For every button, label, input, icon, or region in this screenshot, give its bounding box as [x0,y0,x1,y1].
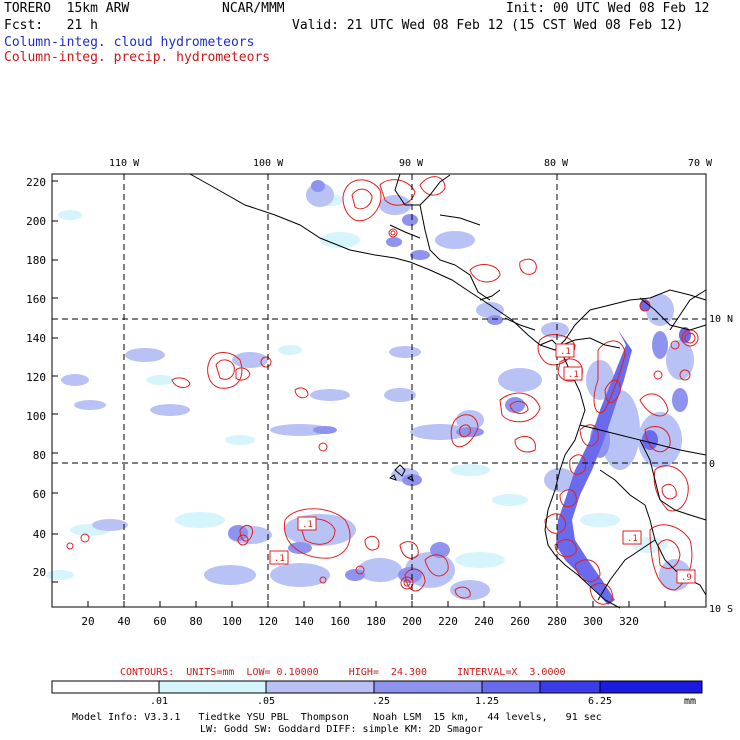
colorbar-swatch [51,680,160,694]
colorbar-swatch [265,680,375,694]
forecast-hour: Fcst: 21 h [4,18,98,33]
y-tick-labels: 20 40 60 80 100 120 140 160 180 200 220 [26,176,46,579]
valid-time: Valid: 21 UTC Wed 08 Feb 12 (15 CST Wed … [292,18,684,33]
x-tick: 20 [81,615,94,628]
x-tick: 100 [222,615,242,628]
field-precip-label: Column-integ. precip. hydrometeors [4,50,271,65]
contours-info: CONTOURS: UNITS=mm LOW= 0.10000 HIGH= 24… [120,667,566,678]
y-axis [52,180,58,583]
graticule [52,174,706,607]
model-info: Model Info: V3.3.1 Tiedtke YSU PBL Thomp… [72,712,602,723]
lon-label: 70 W [688,158,713,169]
contour-label-boxes: .1 .1 .1 .1 .1 .9 [269,343,696,584]
x-tick: 120 [258,615,278,628]
y-tick: 220 [26,176,46,189]
colorbar-swatch [158,680,267,694]
model-title: TORERO 15km ARW [4,1,130,16]
colorbar-unit: mm [684,696,696,707]
x-tick: 60 [153,615,166,628]
x-axis [87,601,666,607]
y-tick: 200 [26,215,46,228]
y-tick: 40 [33,528,46,541]
x-tick: 300 [583,615,603,628]
x-tick: 80 [189,615,202,628]
x-tick: 200 [402,615,422,628]
physics-info: LW: Godd SW: Goddard DIFF: simple KM: 2D… [200,724,483,735]
contour-label: .9 [681,573,692,583]
init-time: Init: 00 UTC Wed 08 Feb 12 [506,1,710,16]
colorbar-tick: .25 [372,696,390,707]
lat-label: 0 [709,459,715,470]
x-tick: 320 [619,615,639,628]
lon-label: 80 W [544,158,569,169]
lon-label: 100 W [253,158,284,169]
colorbar-tick: .05 [257,696,275,707]
x-tick: 240 [474,615,494,628]
colorbar-tick: 1.25 [475,696,499,707]
contour-label: .1 [274,554,285,564]
cloud-shading [46,180,694,605]
lon-labels: 110 W 100 W 90 W 80 W 70 W [109,158,713,169]
lon-label: 110 W [109,158,140,169]
contour-label: .1 [560,347,571,357]
x-tick: 180 [366,615,386,628]
contour-label: .1 [302,520,313,530]
x-tick-labels: 20 40 60 80 100 120 140 160 180 200 220 … [81,615,639,628]
field-cloud-label: Column-integ. cloud hydrometeors [4,35,255,50]
lat-label: 10 N [709,314,733,325]
x-tick: 160 [330,615,350,628]
org-label: NCAR/MMM [222,1,285,16]
y-tick: 60 [33,488,46,501]
x-tick: 260 [510,615,530,628]
coastlines [189,173,707,609]
contour-label: .1 [568,370,579,380]
contour-label: .1 [627,534,638,544]
lat-labels: 10 N 0 10 S [709,314,733,615]
colorbar-swatch [373,680,483,694]
colorbar-tick: .01 [150,696,168,707]
lon-label: 90 W [399,158,424,169]
map-frame [51,173,707,608]
y-tick: 140 [26,332,46,345]
colorbar-swatch [539,680,601,694]
colorbar [51,680,703,694]
lat-label: 10 S [709,604,733,615]
x-tick: 220 [438,615,458,628]
x-tick: 280 [547,615,567,628]
colorbar-ticks: .01 .05 .25 1.25 6.25 mm [150,696,696,707]
colorbar-swatch [599,680,703,694]
y-tick: 160 [26,293,46,306]
colorbar-tick: 6.25 [588,696,612,707]
colorbar-swatch [481,680,541,694]
y-tick: 120 [26,371,46,384]
y-tick: 180 [26,254,46,267]
y-tick: 80 [33,449,46,462]
y-tick: 20 [33,566,46,579]
y-tick: 100 [26,410,46,423]
x-tick: 140 [294,615,314,628]
x-tick: 40 [117,615,130,628]
